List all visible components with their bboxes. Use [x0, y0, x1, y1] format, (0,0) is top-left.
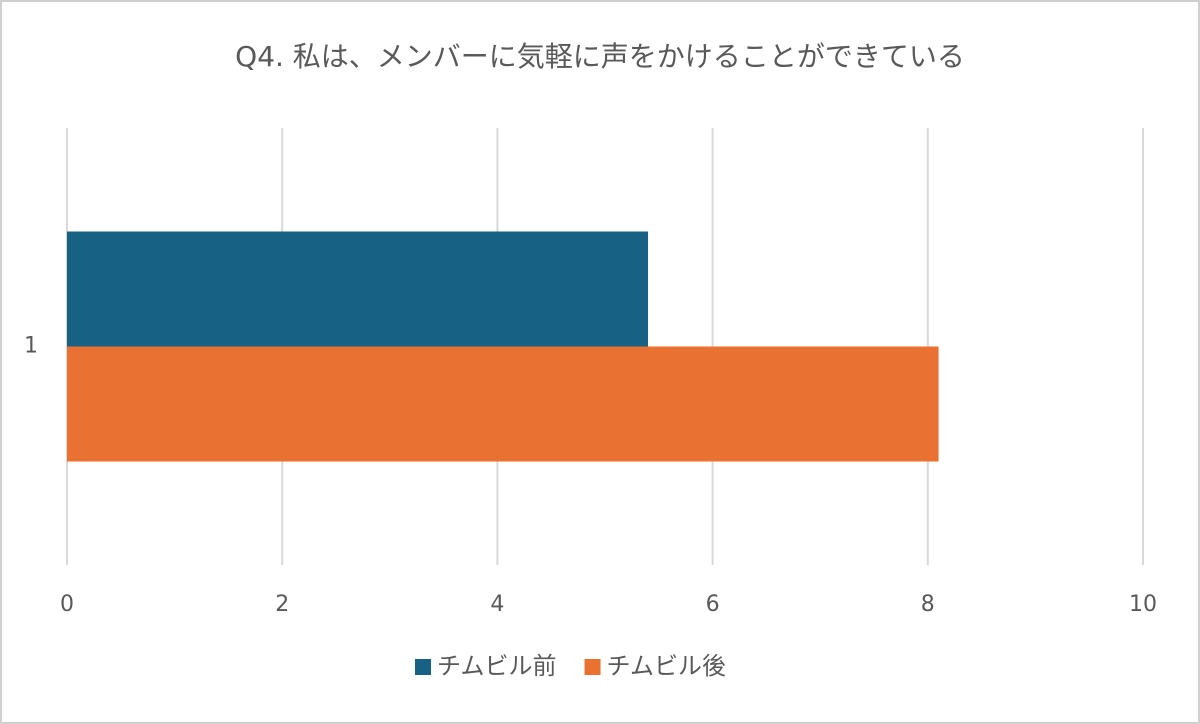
- y-tick-label: 1: [24, 334, 38, 359]
- x-tick-label: 10: [1129, 592, 1157, 617]
- x-tick-label: 2: [275, 592, 289, 617]
- x-tick-label: 4: [490, 592, 504, 617]
- x-tick-label: 6: [706, 592, 720, 617]
- x-tick-label: 0: [60, 592, 74, 617]
- legend-swatch: [584, 659, 601, 675]
- bar: [67, 231, 649, 347]
- chart-title: Q4. 私は、メンバーに気軽に声をかけることができている: [235, 40, 965, 73]
- legend-label: チムビル後: [607, 652, 727, 680]
- legend-label: チムビル前: [437, 652, 557, 680]
- bar: [67, 346, 939, 462]
- legend-swatch: [415, 659, 431, 675]
- x-tick-label: 8: [921, 592, 935, 617]
